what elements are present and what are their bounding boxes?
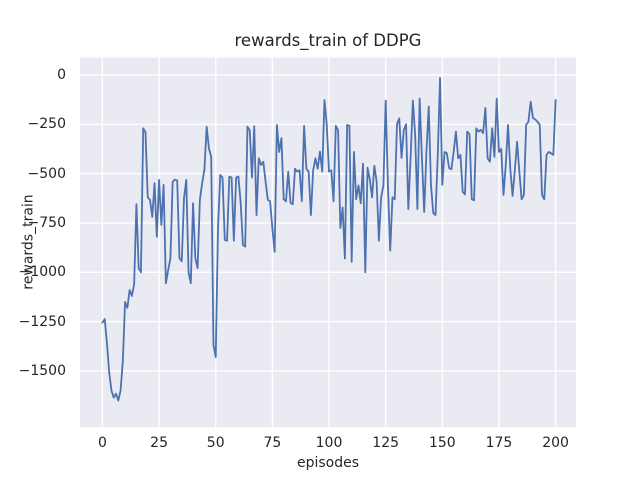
y-tick-label: −1500 [18,362,66,379]
y-tick-label: −750 [27,214,66,231]
x-tick-label: 175 [485,435,513,451]
x-tick-label: 150 [428,435,456,451]
x-tick-label: 0 [97,435,107,451]
y-tick-label: −1250 [18,313,66,330]
y-tick-label: 0 [57,66,66,83]
plot-background [80,57,576,428]
y-tick-label: −500 [27,165,66,182]
x-tick-label: 200 [542,435,569,451]
x-tick-label: 50 [206,435,225,451]
x-tick-label: 125 [372,435,400,451]
y-tick-label: −1000 [18,264,66,281]
x-tick-label: 75 [263,435,282,451]
x-axis-label: episodes [296,455,360,471]
series-line [101,77,557,402]
y-tick-label: −250 [27,116,66,133]
x-tick-label: 25 [150,435,168,451]
chart-title: rewards_train of DDPG [234,31,422,50]
x-tick-label: 100 [315,435,343,451]
